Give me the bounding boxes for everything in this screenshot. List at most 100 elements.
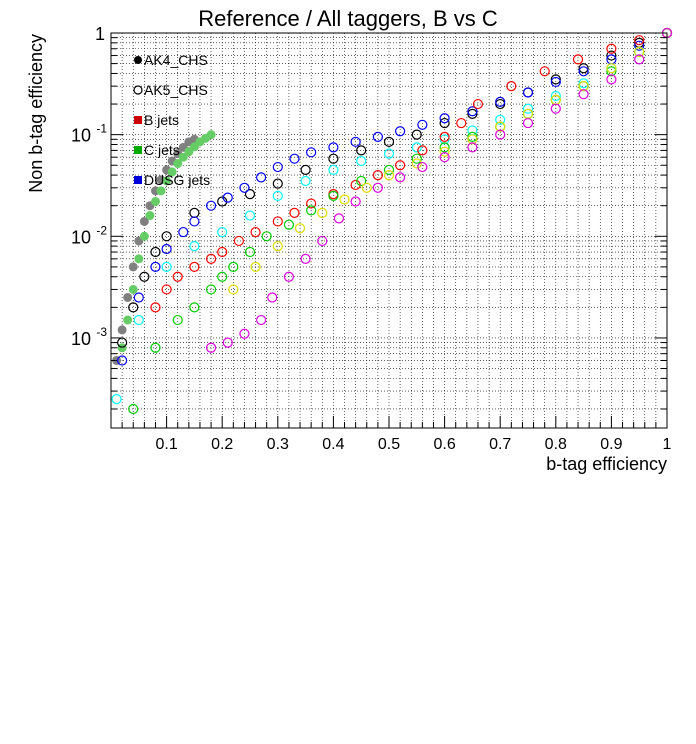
data-point [150,342,161,353]
data-point [439,117,450,129]
data-point [189,302,200,313]
data-point [300,253,311,264]
data-point [150,196,160,206]
legend-marker [134,116,142,124]
data-point [217,246,228,258]
data-point [222,192,233,203]
data-point [356,145,367,156]
x-tick-label: 0.2 [211,436,233,453]
data-point [439,146,450,157]
series-1 [117,130,216,353]
data-point [128,262,138,272]
data-point [634,40,645,51]
y-tick-exponent: -3 [96,325,107,339]
data-point [395,160,406,171]
data-point [133,292,144,303]
data-point [162,176,172,186]
data-point [244,210,256,221]
legend-marker [134,176,142,184]
data-point [133,314,144,326]
data-point [150,246,161,258]
data-point [578,81,589,92]
data-point [272,190,283,201]
data-point [128,302,139,313]
data-point [189,142,199,152]
data-point [411,129,422,140]
data-point [328,164,339,175]
data-point [467,142,478,153]
data-point [411,142,422,153]
data-point [472,98,484,110]
data-point [161,261,172,272]
data-point [411,158,422,169]
data-point [539,66,550,77]
data-point [272,178,283,189]
data-point [300,164,311,175]
data-point [189,216,200,227]
data-point [634,35,645,46]
data-point [150,261,161,272]
series-0 [112,134,199,365]
x-tick-label: 0.5 [378,436,400,453]
data-point [250,226,261,238]
data-point [634,46,645,58]
data-point [606,66,617,77]
data-point [283,219,295,230]
data-point [328,153,339,164]
x-axis-label: b-tag efficiency [546,454,667,474]
data-point [439,131,450,143]
axis-ticks: 0.1 0.2 0.3 0.4 0.5 0.6 0.7 0.8 0.9 1 10 -3 10 -2 10 -1… [71,24,672,453]
data-point [495,114,506,125]
data-point [606,43,617,54]
data-point [333,213,345,224]
data-point [383,164,395,175]
legend: AK4_CHS AK5_CHS B jets C jets DUSG jets [133,52,210,188]
series-8 [205,27,673,353]
data-point [300,175,311,187]
data-point [289,207,300,218]
data-point [172,271,183,282]
data-point [239,328,250,339]
legend-marker [133,85,143,95]
data-point [117,355,128,366]
data-point [350,196,361,207]
data-point [139,271,150,282]
data-point [239,182,250,193]
x-tick-label: 1 [663,436,672,453]
data-point [117,325,127,335]
x-tick-label: 0.9 [600,436,622,453]
data-point [417,119,428,130]
data-point [395,172,406,183]
data-point [439,152,450,163]
data-point [456,117,467,129]
y-tick-label: 1 [95,24,105,44]
data-point [306,205,317,216]
data-point [506,81,517,92]
data-point [356,175,367,187]
x-tick-label: 0.3 [267,436,289,453]
data-point [244,246,256,258]
data-point [350,136,361,147]
data-point [178,152,188,162]
x-tick-label: 0.8 [545,436,567,453]
data-point [228,284,239,295]
data-point [606,63,617,74]
data-point [578,78,589,89]
data-point [467,108,478,119]
y-tick-exponent: -1 [96,122,107,136]
data-point [550,74,561,85]
data-point [383,148,395,159]
data-point [150,302,161,313]
data-point [634,54,645,65]
data-point [256,314,267,326]
data-point [578,89,589,100]
data-point [317,235,328,247]
data-point [411,153,422,164]
data-point [417,145,428,156]
data-point [467,106,478,117]
data-point [272,241,283,252]
data-point [522,117,534,129]
y-tick-exponent: -2 [96,223,107,237]
